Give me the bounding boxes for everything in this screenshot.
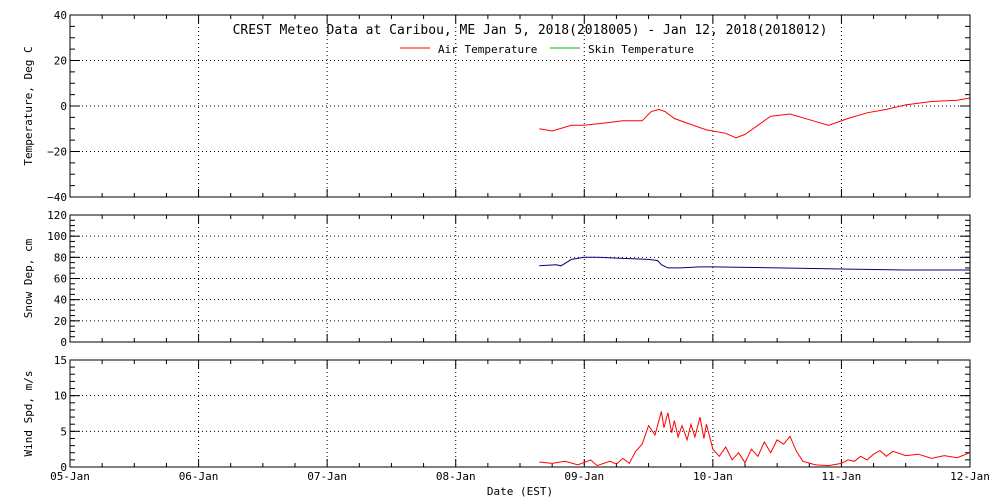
series-line (539, 256, 970, 271)
series-line (539, 97, 971, 139)
y-tick-label: −40 (47, 191, 67, 204)
y-axis-label: Temperature, Deg C (22, 46, 35, 165)
y-tick-label: 0 (60, 336, 67, 349)
y-tick-label: 80 (54, 251, 67, 264)
legend-label-air-temperature: Air Temperature (438, 43, 537, 56)
x-axis-label: Date (EST) (487, 485, 553, 498)
y-tick-label: −20 (47, 146, 67, 159)
y-axis-label: Snow Dep, cm (22, 238, 35, 318)
y-tick-label: 20 (54, 315, 67, 328)
series-line (539, 411, 971, 467)
y-tick-label: 0 (60, 461, 67, 474)
x-tick-label: 08-Jan (436, 470, 476, 483)
x-tick-label: 09-Jan (564, 470, 604, 483)
chart-title: CREST Meteo Data at Caribou, ME Jan 5, 2… (233, 23, 828, 38)
y-tick-label: 40 (54, 294, 67, 307)
plot-frame (69, 359, 971, 468)
plot-frame (69, 214, 971, 343)
x-tick-label: 11-Jan (822, 470, 862, 483)
y-tick-label: 40 (54, 9, 67, 22)
y-tick-label: 60 (54, 273, 67, 286)
y-tick-label: 10 (54, 390, 67, 403)
y-tick-label: 120 (47, 209, 67, 222)
x-tick-label: 07-Jan (307, 470, 347, 483)
plot-frame (69, 14, 971, 198)
x-tick-label: 12-Jan (950, 470, 990, 483)
y-tick-label: 15 (54, 354, 67, 367)
y-axis-label: Wind Spd, m/s (22, 370, 35, 456)
y-tick-label: 20 (54, 55, 67, 68)
x-tick-label: 10-Jan (693, 470, 733, 483)
y-tick-label: 100 (47, 230, 67, 243)
x-tick-label: 05-Jan (50, 470, 90, 483)
y-tick-label: 0 (60, 100, 67, 113)
y-tick-label: 5 (60, 425, 67, 438)
legend-label-skin-temperature: Skin Temperature (588, 43, 694, 56)
x-tick-label: 06-Jan (179, 470, 219, 483)
